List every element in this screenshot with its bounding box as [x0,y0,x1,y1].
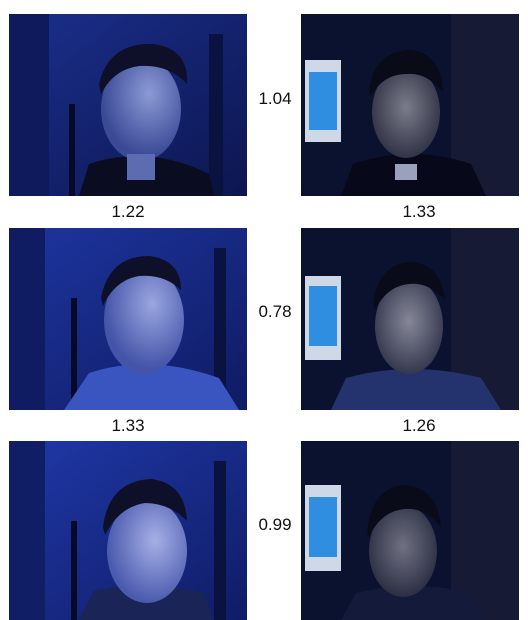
pair-ratio-value: 0.78 [258,302,292,321]
right-caption-value: 1.26 [402,416,436,435]
pair-ratio-value: 1.04 [258,89,292,108]
subject-3-left-photo [9,441,247,620]
right-caption-value: 1.33 [402,202,436,221]
subject-3-right-photo [301,441,519,620]
subject-1-right-photo [301,14,519,196]
subject-2-right-photo [301,228,519,410]
subject-1-left-photo [9,14,247,196]
left-caption-value: 1.22 [111,202,145,221]
subject-2-left-photo [9,228,247,410]
left-caption-value: 1.33 [111,416,145,435]
pair-ratio-value: 0.99 [258,515,292,534]
